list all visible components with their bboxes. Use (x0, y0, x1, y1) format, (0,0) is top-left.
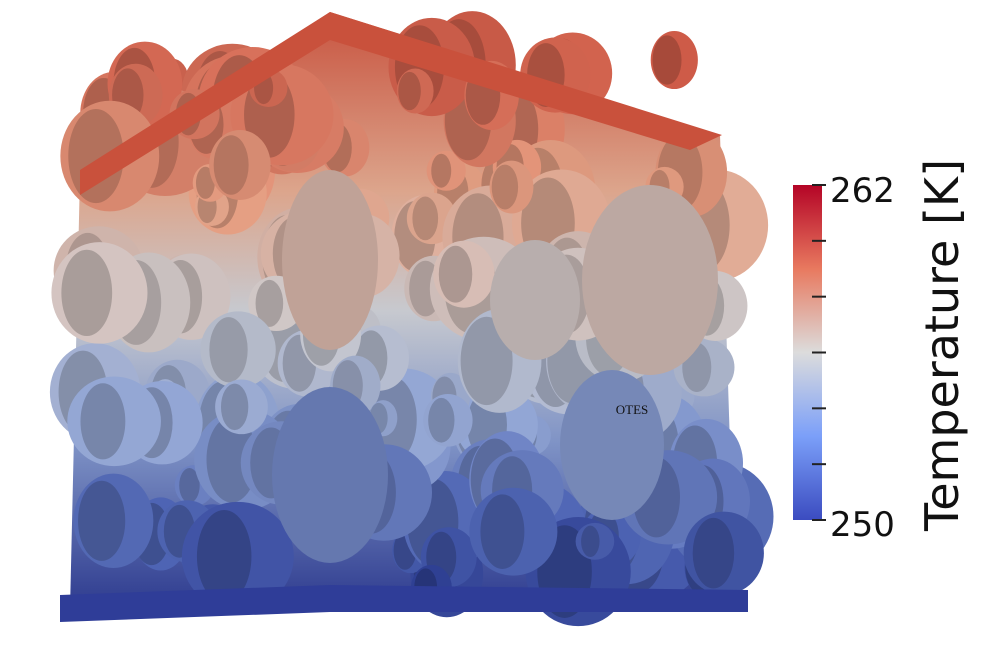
colorbar-max-label: 262 (830, 171, 895, 211)
bottom-plate (60, 585, 748, 622)
sphere-face (460, 316, 513, 406)
sphere-face (412, 196, 439, 241)
sphere-face (255, 279, 284, 327)
large-sphere (282, 170, 378, 350)
sphere-face (431, 153, 452, 188)
sphere-face (61, 249, 113, 337)
sphere-face (206, 416, 258, 503)
sphere-face (581, 525, 600, 558)
colorbar: 262 250 Temperature [K] (793, 159, 969, 545)
sphere-face (179, 468, 200, 503)
large-sphere (490, 240, 580, 360)
sphere-face (195, 166, 215, 199)
large-sphere (560, 370, 664, 520)
sphere-face (480, 494, 525, 569)
sphere-face (213, 135, 249, 195)
sphere-face (209, 317, 248, 383)
colorbar-min-label: 250 (830, 505, 895, 545)
top-plate (80, 12, 722, 195)
colorbar-ticks (812, 184, 826, 521)
sphere-face (491, 164, 519, 210)
sphere-face (78, 480, 126, 561)
sphere-face (428, 397, 455, 443)
sphere-face (220, 383, 249, 431)
sphere-face (652, 35, 682, 85)
sphere-face (80, 383, 126, 460)
annotation: OTES (616, 402, 649, 417)
colorbar-title: Temperature [K] (915, 159, 969, 532)
sphere-face (438, 245, 473, 303)
sphere-face (692, 517, 735, 589)
sphere-face (196, 510, 252, 603)
packed-bed-render (49, 11, 774, 627)
large-sphere (582, 185, 718, 375)
large-sphere (272, 387, 388, 563)
sphere-face (398, 71, 421, 111)
